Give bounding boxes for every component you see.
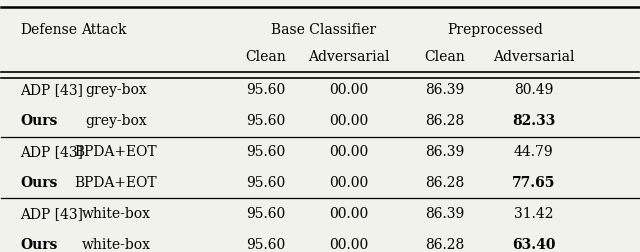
Text: 95.60: 95.60: [246, 145, 285, 159]
Text: white-box: white-box: [81, 207, 150, 221]
Text: Clean: Clean: [424, 50, 465, 64]
Text: 86.39: 86.39: [424, 207, 464, 221]
Text: Attack: Attack: [81, 23, 126, 37]
Text: 00.00: 00.00: [329, 83, 368, 97]
Text: Adversarial: Adversarial: [493, 50, 574, 64]
Text: 86.28: 86.28: [424, 114, 464, 128]
Text: BPDA+EOT: BPDA+EOT: [75, 176, 157, 190]
Text: 95.60: 95.60: [246, 207, 285, 221]
Text: 86.39: 86.39: [424, 83, 464, 97]
Text: 95.60: 95.60: [246, 83, 285, 97]
Text: 00.00: 00.00: [329, 114, 368, 128]
Text: 95.60: 95.60: [246, 238, 285, 252]
Text: 31.42: 31.42: [514, 207, 553, 221]
Text: Clean: Clean: [246, 50, 286, 64]
Text: Base Classifier: Base Classifier: [271, 23, 376, 37]
Text: Ours: Ours: [20, 114, 58, 128]
Text: 82.33: 82.33: [512, 114, 555, 128]
Text: 00.00: 00.00: [329, 145, 368, 159]
Text: Ours: Ours: [20, 238, 58, 252]
Text: grey-box: grey-box: [85, 114, 147, 128]
Text: 00.00: 00.00: [329, 238, 368, 252]
Text: Adversarial: Adversarial: [308, 50, 389, 64]
Text: 80.49: 80.49: [514, 83, 553, 97]
Text: Defense: Defense: [20, 23, 77, 37]
Text: ADP [43]: ADP [43]: [20, 83, 83, 97]
Text: grey-box: grey-box: [85, 83, 147, 97]
Text: 00.00: 00.00: [329, 176, 368, 190]
Text: 77.65: 77.65: [512, 176, 555, 190]
Text: Preprocessed: Preprocessed: [447, 23, 543, 37]
Text: BPDA+EOT: BPDA+EOT: [75, 145, 157, 159]
Text: 95.60: 95.60: [246, 176, 285, 190]
Text: ADP [43]: ADP [43]: [20, 207, 83, 221]
Text: 63.40: 63.40: [512, 238, 556, 252]
Text: 86.39: 86.39: [424, 145, 464, 159]
Text: 86.28: 86.28: [424, 238, 464, 252]
Text: ADP [43]: ADP [43]: [20, 145, 83, 159]
Text: Ours: Ours: [20, 176, 58, 190]
Text: 00.00: 00.00: [329, 207, 368, 221]
Text: 44.79: 44.79: [514, 145, 554, 159]
Text: white-box: white-box: [81, 238, 150, 252]
Text: 86.28: 86.28: [424, 176, 464, 190]
Text: 95.60: 95.60: [246, 114, 285, 128]
